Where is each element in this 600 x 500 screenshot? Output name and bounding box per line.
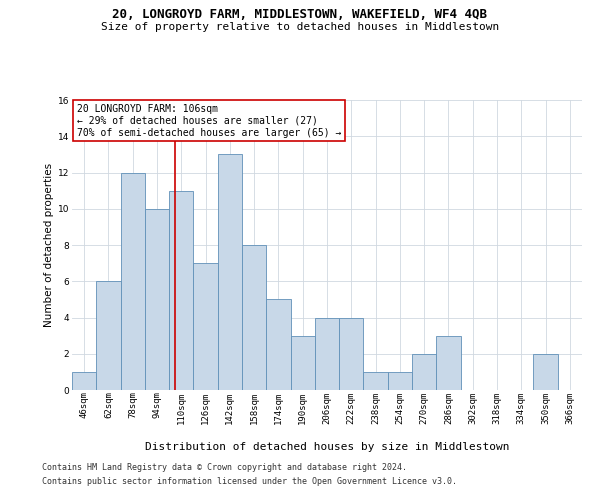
- Bar: [121, 172, 145, 390]
- Text: Contains HM Land Registry data © Crown copyright and database right 2024.: Contains HM Land Registry data © Crown c…: [42, 464, 407, 472]
- Text: Distribution of detached houses by size in Middlestown: Distribution of detached houses by size …: [145, 442, 509, 452]
- Bar: [218, 154, 242, 390]
- Bar: [193, 263, 218, 390]
- Bar: [339, 318, 364, 390]
- Bar: [436, 336, 461, 390]
- Bar: [242, 245, 266, 390]
- Bar: [290, 336, 315, 390]
- Bar: [364, 372, 388, 390]
- Bar: [72, 372, 96, 390]
- Text: 20 LONGROYD FARM: 106sqm
← 29% of detached houses are smaller (27)
70% of semi-d: 20 LONGROYD FARM: 106sqm ← 29% of detach…: [77, 104, 341, 138]
- Text: Contains public sector information licensed under the Open Government Licence v3: Contains public sector information licen…: [42, 477, 457, 486]
- Bar: [315, 318, 339, 390]
- Y-axis label: Number of detached properties: Number of detached properties: [44, 163, 53, 327]
- Text: Size of property relative to detached houses in Middlestown: Size of property relative to detached ho…: [101, 22, 499, 32]
- Text: 20, LONGROYD FARM, MIDDLESTOWN, WAKEFIELD, WF4 4QB: 20, LONGROYD FARM, MIDDLESTOWN, WAKEFIEL…: [113, 8, 487, 20]
- Bar: [412, 354, 436, 390]
- Bar: [96, 281, 121, 390]
- Bar: [388, 372, 412, 390]
- Bar: [266, 300, 290, 390]
- Bar: [145, 209, 169, 390]
- Bar: [169, 190, 193, 390]
- Bar: [533, 354, 558, 390]
